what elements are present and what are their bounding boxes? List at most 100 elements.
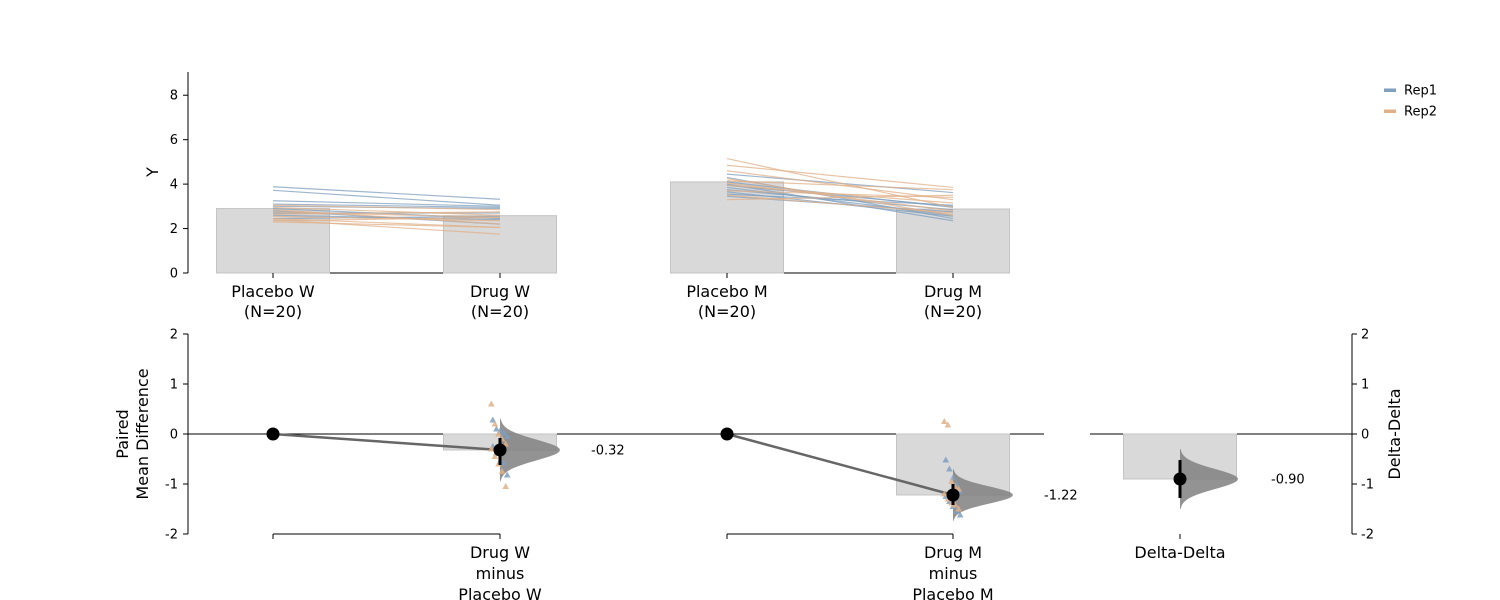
- effect-size-label: -0.32: [591, 444, 625, 459]
- delta-delta-distribution: [1180, 449, 1238, 509]
- right-y-tick-label: 0: [1361, 428, 1369, 443]
- bottom-axes-group: -2 -1 0 1 2 Paired Mean Difference -0.32 Drug W m…: [113, 328, 1404, 600]
- diff-point-rep2: [941, 490, 948, 497]
- x-tick-label: Drug W: [470, 282, 530, 301]
- diff-point-rep2: [488, 445, 495, 452]
- diff-point-rep2: [491, 453, 499, 459]
- mean-bar: [216, 208, 330, 274]
- diff-point-rep1: [942, 456, 950, 463]
- y-axis-label: Mean Difference: [133, 368, 152, 499]
- reference-point: [266, 427, 280, 441]
- x-tick-label-n: (N=20): [244, 302, 302, 321]
- diff-point-rep1: [500, 459, 507, 466]
- paired-line: [272, 211, 501, 219]
- effect-size-label: -1.22: [1044, 489, 1078, 504]
- legend-label: Rep1: [1404, 84, 1437, 99]
- x-tick-label-n: (N=20): [924, 302, 982, 321]
- paired-line: [726, 194, 954, 201]
- y-tick-label: 0: [170, 267, 178, 282]
- diff-point-rep2: [495, 430, 502, 437]
- y-tick-label: 8: [170, 89, 178, 104]
- diff-point-rep2: [944, 421, 952, 428]
- right-y-tick-label: 2: [1361, 328, 1369, 343]
- paired-line: [272, 206, 501, 216]
- right-y-tick-label: -2: [1361, 528, 1374, 543]
- paired-line: [272, 186, 501, 200]
- legend-label: Rep2: [1404, 105, 1437, 120]
- diff-point-rep1: [956, 511, 964, 518]
- diff-point-rep2: [488, 400, 495, 407]
- paired-line: [272, 204, 501, 211]
- diff-point-rep1: [503, 433, 511, 439]
- comparison-label: Drug M: [924, 543, 982, 562]
- diff-point-rep1: [493, 425, 500, 432]
- diff-point-rep2: [941, 418, 948, 424]
- paired-line: [272, 216, 501, 222]
- x-tick-label-n: (N=20): [698, 302, 756, 321]
- legend-swatch: [1384, 109, 1396, 113]
- y-tick-label: 0: [170, 428, 178, 443]
- diff-point-rep2: [491, 420, 499, 427]
- paired-line: [272, 219, 501, 235]
- paired-line: [272, 221, 501, 229]
- y-tick-label: 4: [170, 178, 178, 193]
- mean-diff-point: [493, 443, 507, 457]
- right-y-tick-label: 1: [1361, 378, 1369, 393]
- paired-line: [726, 194, 954, 214]
- paired-line: [272, 189, 501, 206]
- mean-bar: [670, 181, 784, 274]
- comparison-label: minus: [929, 564, 978, 583]
- paired-line: [726, 164, 954, 189]
- y-tick-label: 6: [170, 133, 178, 148]
- delta-delta-x-label: Delta-Delta: [1134, 543, 1225, 562]
- bootstrap-distribution: [500, 418, 560, 482]
- legend: Rep1 Rep2: [1384, 84, 1437, 120]
- y-tick-label: -2: [165, 528, 178, 543]
- diff-point-rep1: [489, 416, 497, 423]
- mean-diff-slope: [726, 432, 954, 497]
- mean-diff-slope: [272, 432, 501, 452]
- diff-point-rep1: [503, 471, 511, 478]
- mean-bar: [443, 215, 557, 274]
- mean-bar: [896, 208, 1010, 274]
- diff-point-rep1: [500, 429, 507, 436]
- x-tick-label: Placebo W: [231, 282, 315, 301]
- diff-point-rep2: [951, 501, 959, 508]
- diff-point-rep1: [946, 465, 953, 472]
- comparison-label: Placebo W: [458, 585, 542, 600]
- delta-delta-value-label: -0.90: [1271, 473, 1305, 488]
- paired-line: [272, 200, 501, 207]
- comparison-label: Placebo M: [912, 585, 993, 600]
- right-y-axis-label: Delta-Delta: [1385, 388, 1404, 479]
- paired-line: [726, 193, 954, 206]
- y-tick-label: 2: [170, 222, 178, 237]
- paired-line: [726, 180, 954, 191]
- bootstrap-distribution: [953, 469, 1013, 521]
- diff-point-rep2: [502, 483, 509, 489]
- comparison-label: minus: [476, 564, 525, 583]
- y-axis-label: Paired: [113, 409, 132, 458]
- paired-line: [272, 211, 501, 215]
- delta-delta-point: [1173, 472, 1187, 486]
- diff-point-rep2: [948, 478, 955, 484]
- reference-point: [720, 427, 734, 441]
- x-tick-label: Drug M: [924, 282, 982, 301]
- paired-line: [726, 157, 954, 209]
- y-axis-label: Y: [143, 167, 162, 178]
- x-tick-label-n: (N=20): [471, 302, 529, 321]
- paired-line: [726, 183, 954, 222]
- mean-diff-point: [946, 488, 960, 502]
- comparison-label: Drug W: [470, 543, 530, 562]
- y-tick-label: 1: [170, 378, 178, 393]
- diff-point-rep2: [498, 468, 506, 474]
- paired-line: [272, 209, 501, 225]
- x-tick-label: Placebo M: [686, 282, 767, 301]
- y-tick-label: -1: [165, 478, 178, 493]
- right-y-tick-label: -1: [1361, 478, 1374, 493]
- paired-line: [272, 203, 501, 209]
- y-tick-label: 2: [170, 328, 178, 343]
- legend-swatch: [1384, 88, 1396, 92]
- diff-point-rep2: [955, 505, 962, 512]
